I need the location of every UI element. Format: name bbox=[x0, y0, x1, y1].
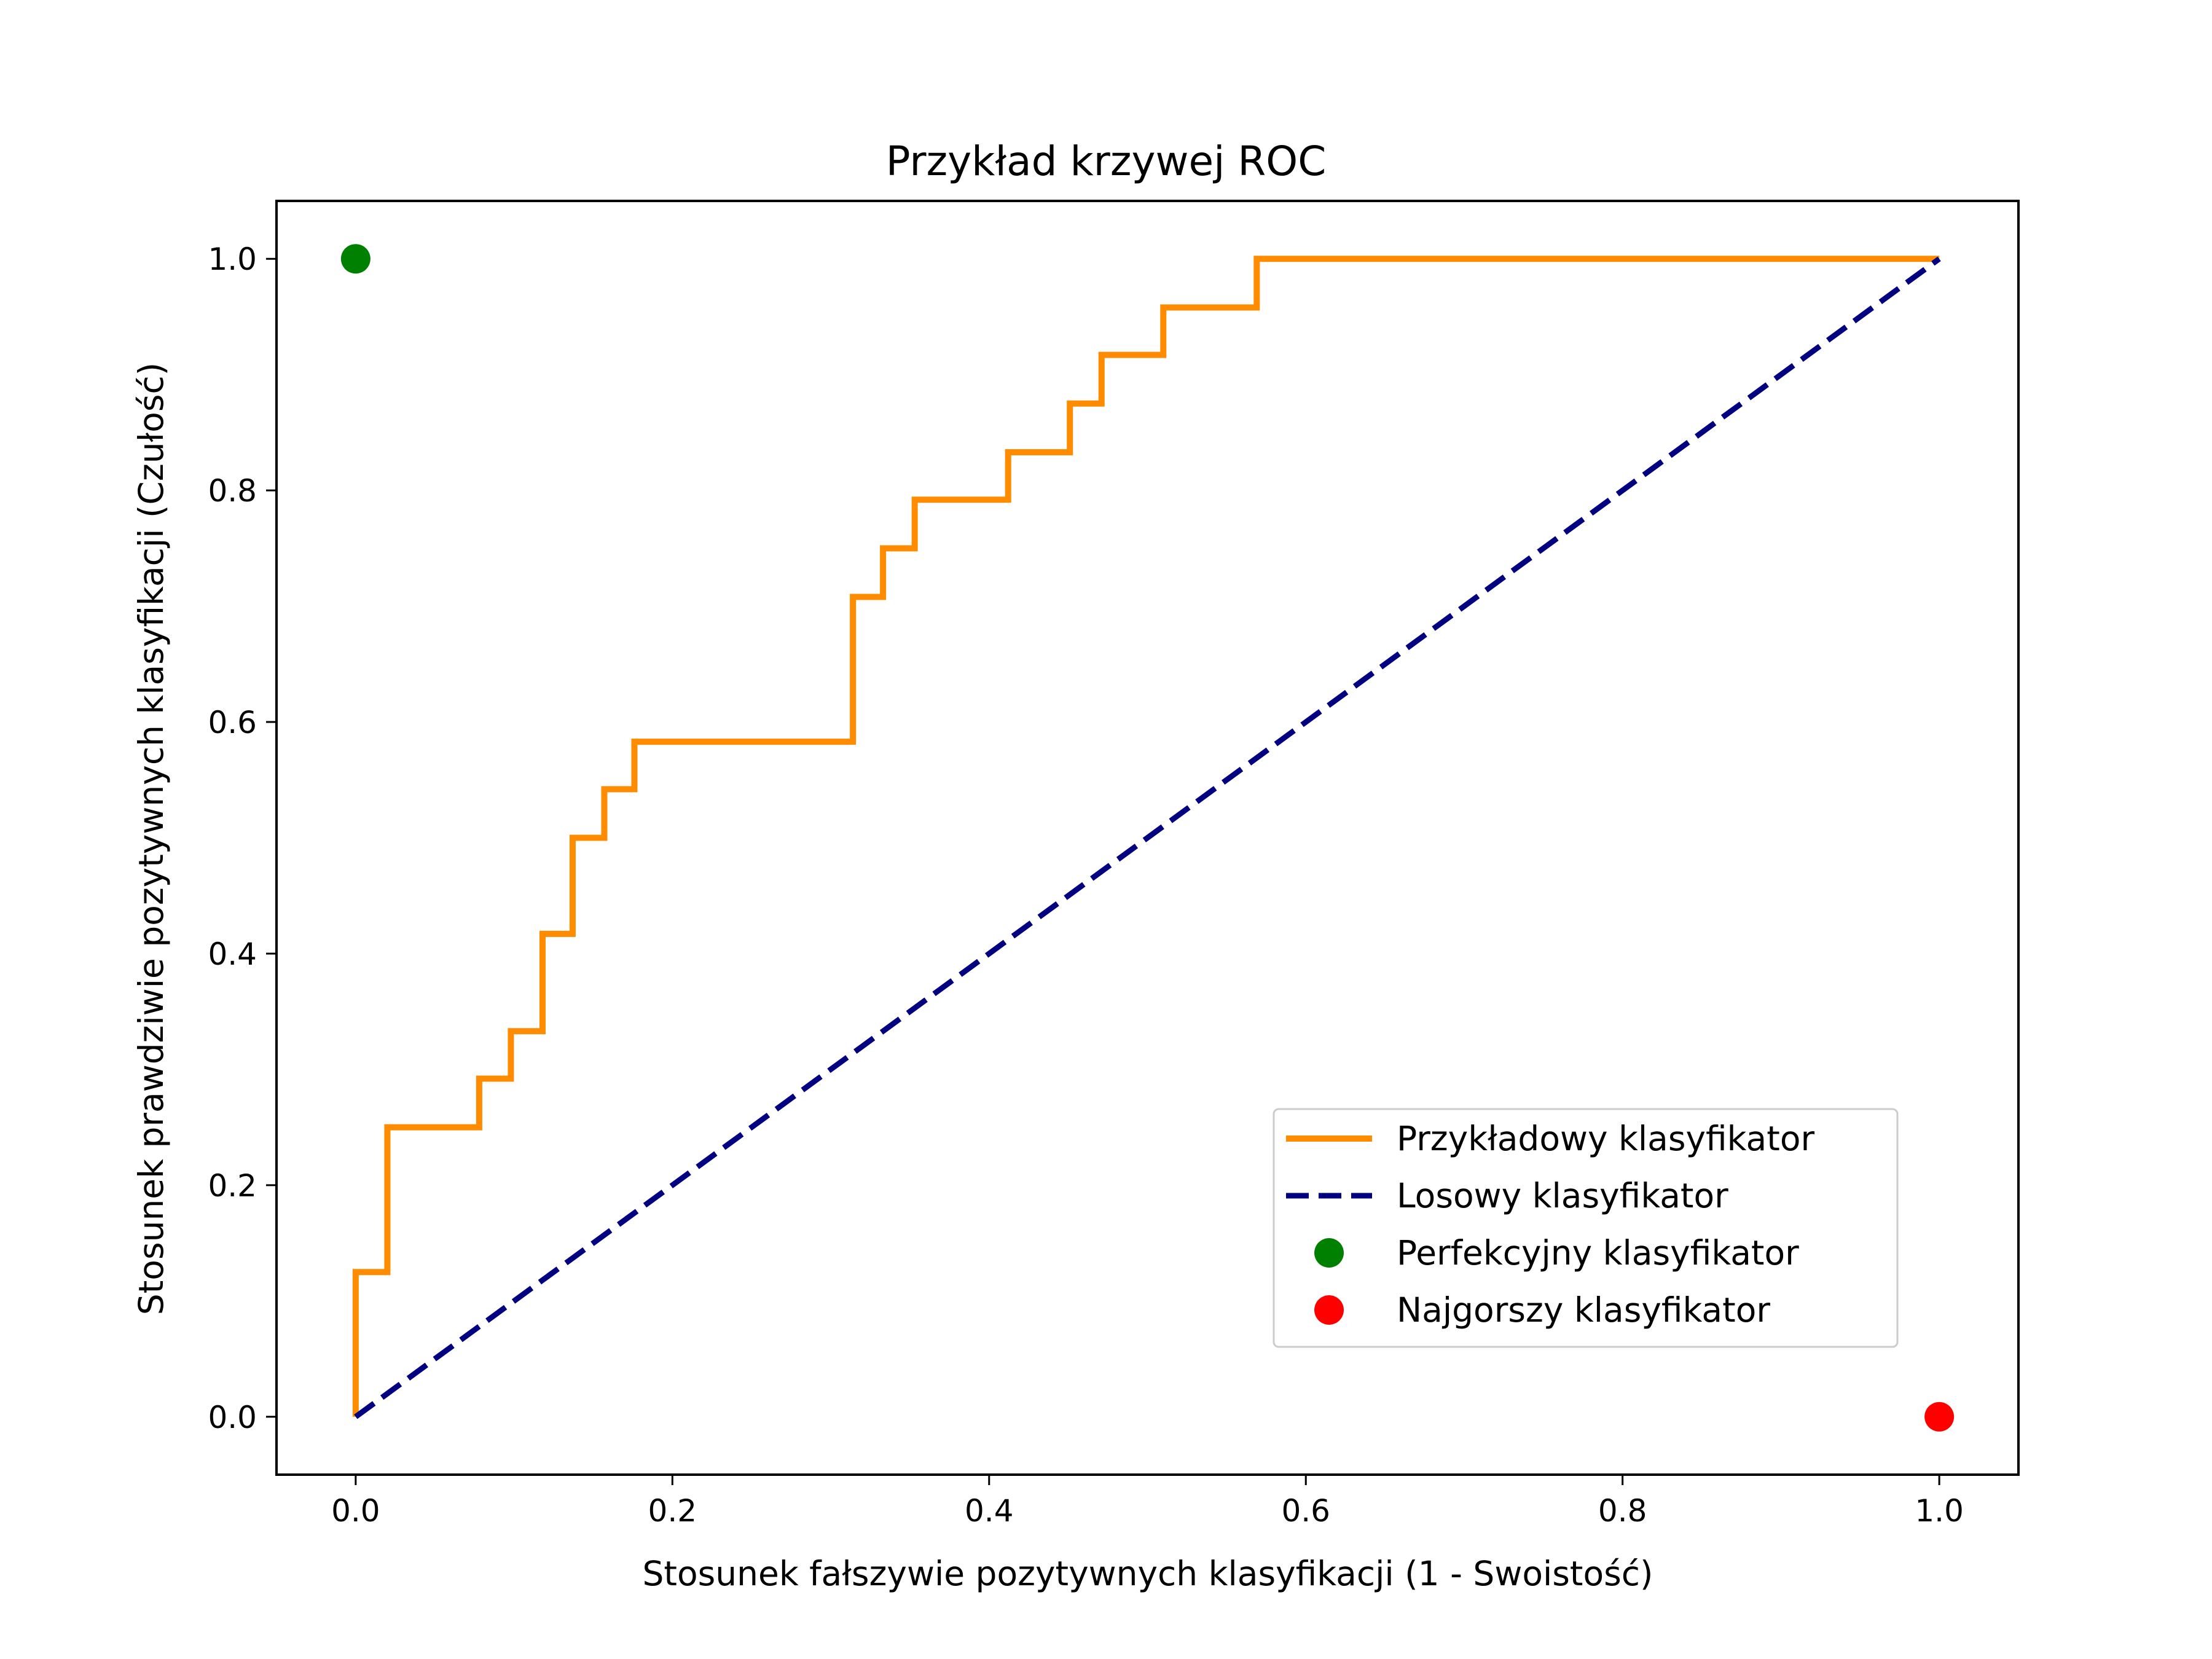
series-point bbox=[1924, 1402, 1955, 1432]
x-tick-label: 0.4 bbox=[965, 1493, 1014, 1529]
x-tick-label: 1.0 bbox=[1915, 1493, 1964, 1529]
legend: Przykładowy klasyfikator Losowy klasyfika… bbox=[1273, 1108, 1899, 1348]
legend-label: Najgorszy klasyfikator bbox=[1397, 1290, 1770, 1330]
x-tick-label: 0.0 bbox=[331, 1493, 380, 1529]
y-tick-label: 1.0 bbox=[208, 241, 257, 277]
axes-frame bbox=[275, 200, 2020, 1476]
legend-label: Perfekcyjny klasyfikator bbox=[1397, 1233, 1799, 1273]
y-tick-label: 0.2 bbox=[208, 1168, 257, 1204]
y-tick-label: 0.4 bbox=[208, 936, 257, 972]
series-line bbox=[352, 256, 1940, 1417]
x-tick-label: 0.2 bbox=[648, 1493, 697, 1529]
x-tick-label: 0.6 bbox=[1281, 1493, 1330, 1529]
plot-area bbox=[340, 244, 1955, 1432]
axis-ticks: 0.0 0.2 0.4 0.6 0.8 1.0 0.0 0.2 0.4 0.6 0.8 1.0 bbox=[208, 241, 1963, 1529]
legend-label: Przykładowy klasyfikator bbox=[1397, 1119, 1814, 1158]
y-tick-label: 0.6 bbox=[208, 705, 257, 740]
legend-marker bbox=[1314, 1238, 1344, 1268]
chart-title: Przykład krzywej ROC bbox=[886, 138, 1327, 185]
y-tick-label: 0.0 bbox=[208, 1400, 257, 1435]
series-point bbox=[340, 244, 371, 274]
legend-marker bbox=[1314, 1295, 1344, 1325]
x-tick-label: 0.8 bbox=[1598, 1493, 1647, 1529]
x-axis-label: Stosunek fałszywie pozytywnych klasyfika… bbox=[643, 1554, 1653, 1593]
legend-label: Losowy klasyfikator bbox=[1397, 1176, 1728, 1215]
y-tick-label: 0.8 bbox=[208, 473, 257, 509]
y-axis-label: Stosunek prawdziwie pozytywnych klasyfik… bbox=[131, 363, 171, 1315]
legend-box bbox=[1273, 1108, 1899, 1348]
series-line-dashed bbox=[354, 256, 1941, 1419]
